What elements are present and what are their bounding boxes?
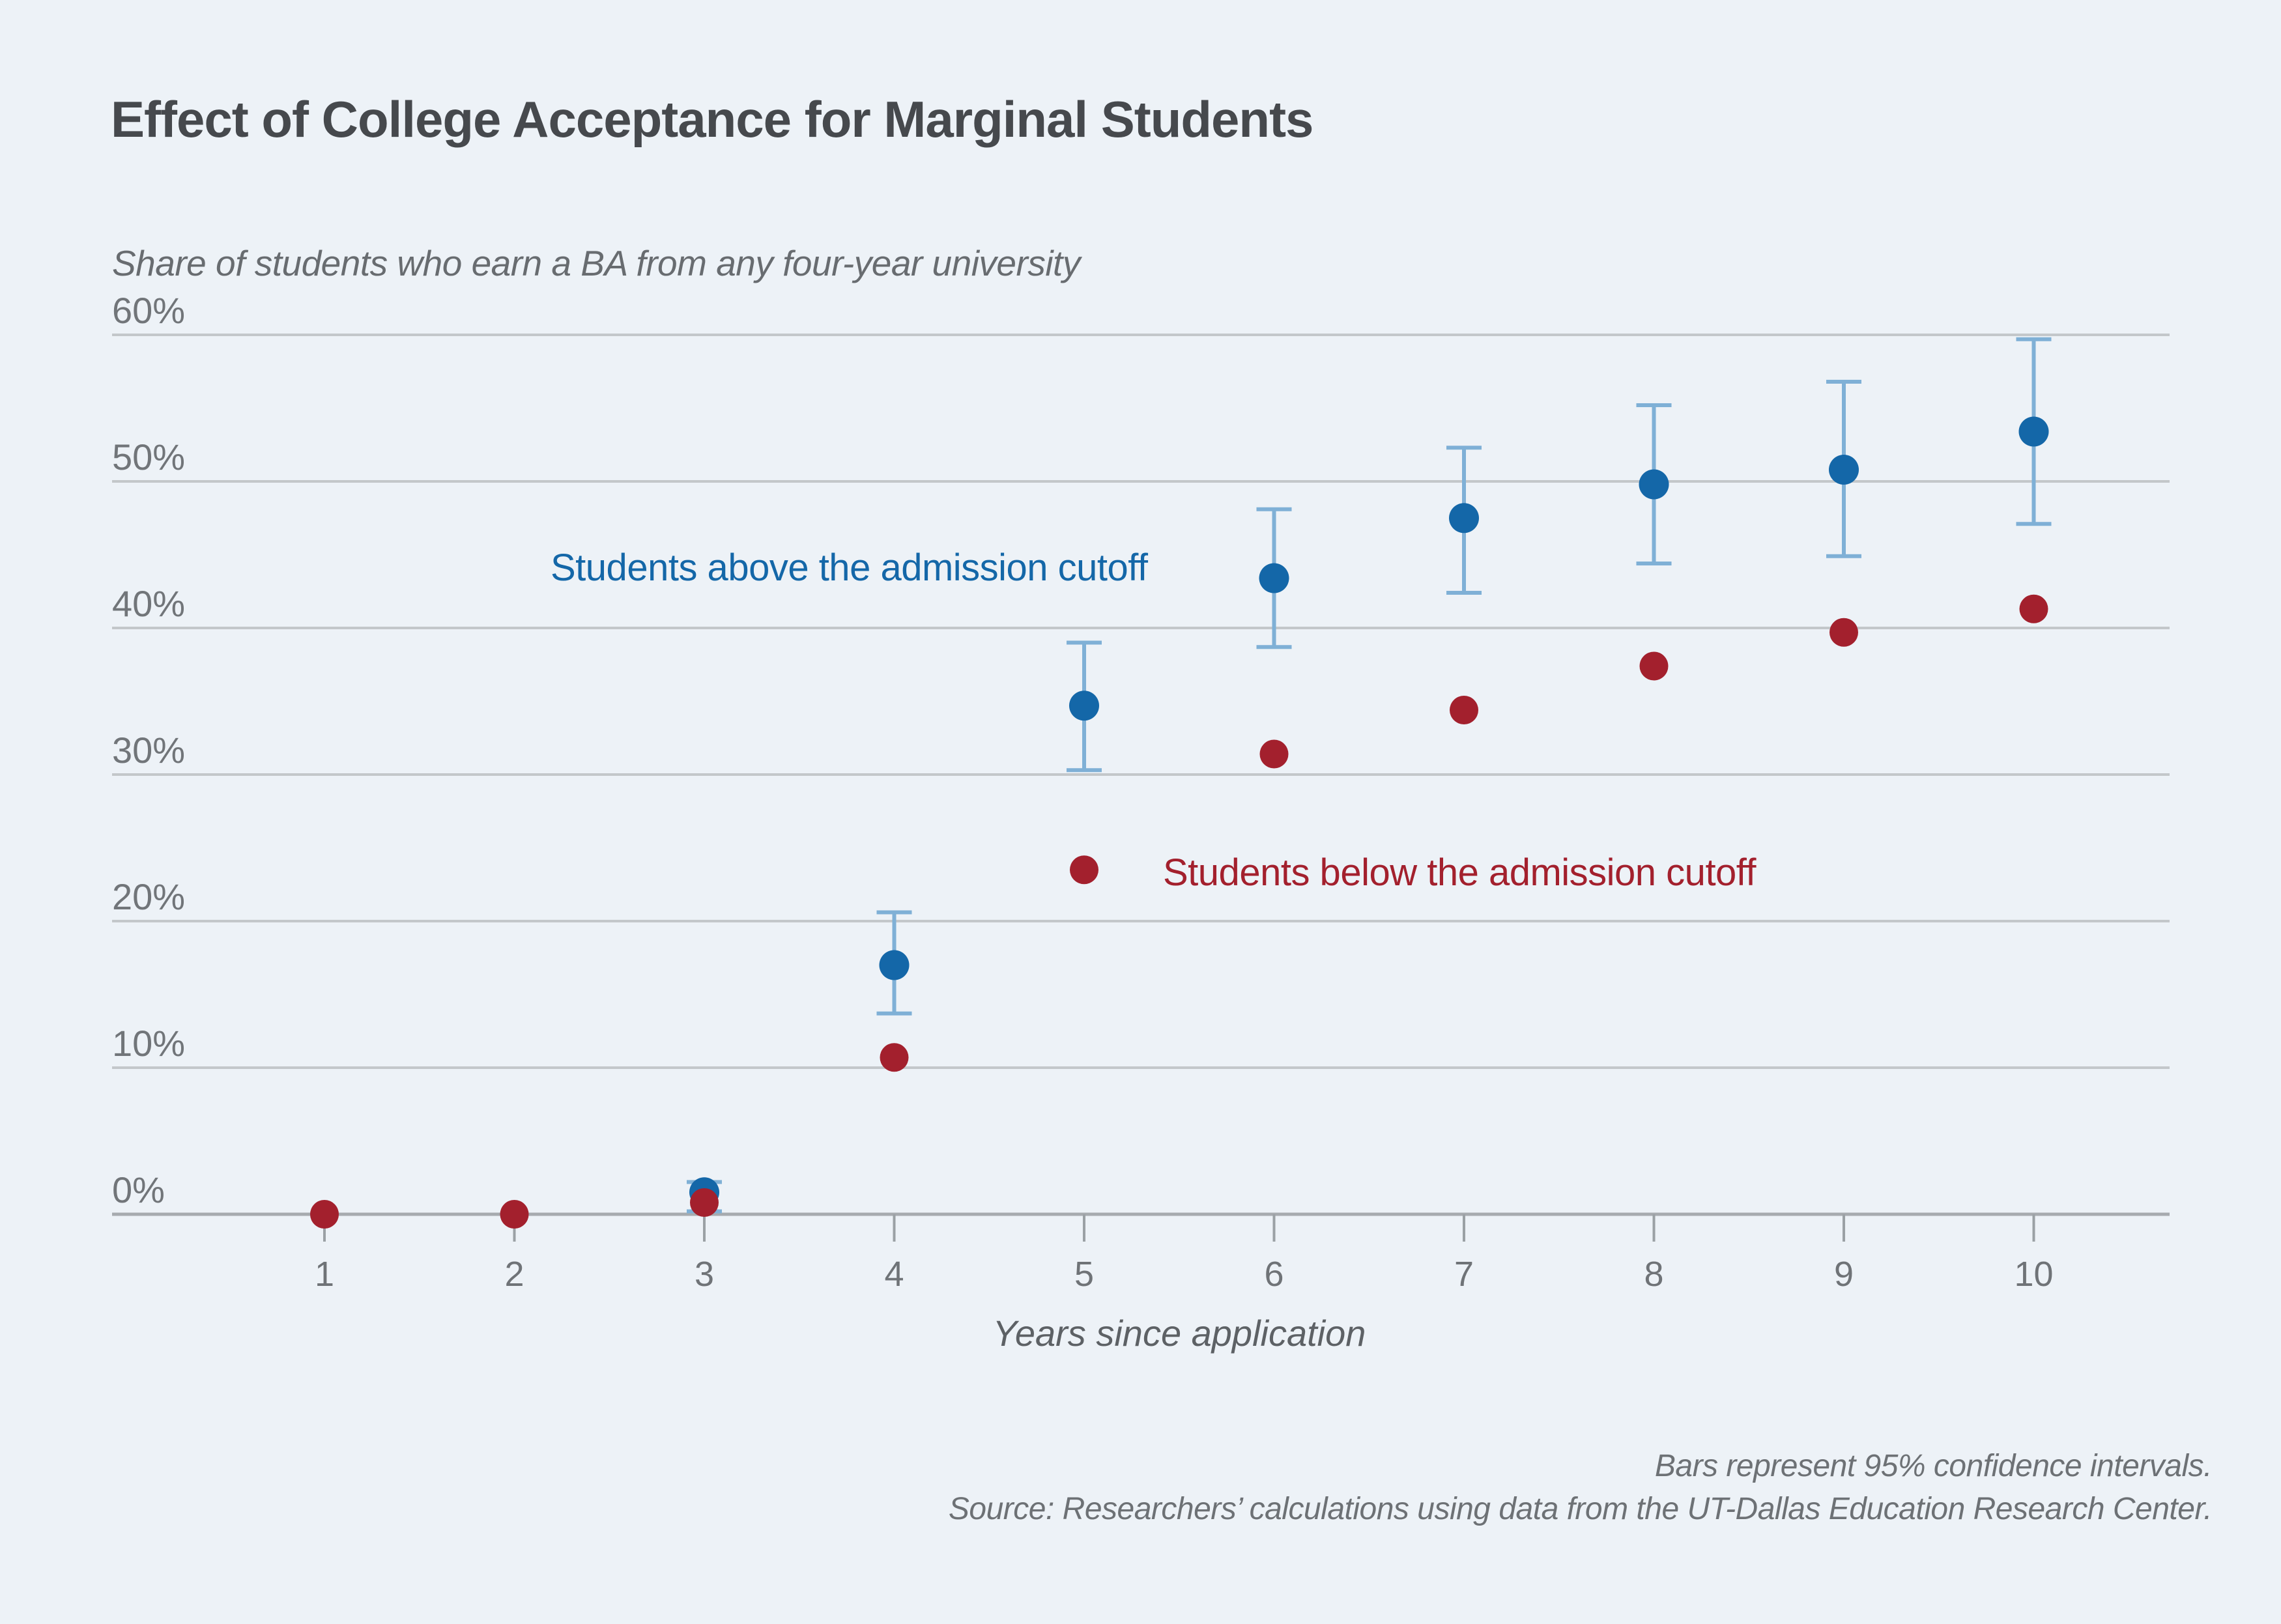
dot-below-year-4 (880, 1043, 909, 1072)
dot-below-year-2 (500, 1200, 529, 1229)
dot-below-year-9 (1829, 618, 1858, 647)
x-tick-label-year-10: 10 (2014, 1255, 2053, 1294)
footer-notes: Bars represent 95% confidence intervals.… (948, 1445, 2213, 1531)
chart-title: Effect of College Acceptance for Margina… (111, 91, 1313, 148)
x-tick-label-year-2: 2 (504, 1255, 524, 1294)
series-label-above-cutoff: Students above the admission cutoff (551, 547, 1148, 589)
y-tick-label-10%: 10% (112, 1023, 185, 1064)
footer-source-note: Source: Researchers’ calculations using … (948, 1492, 2213, 1526)
y-tick-label-0%: 0% (112, 1169, 165, 1210)
x-tick-label-year-6: 6 (1264, 1255, 1284, 1294)
y-axis-description: Share of students who earn a BA from any… (112, 243, 1080, 283)
footer-ci-note: Bars represent 95% confidence intervals. (1654, 1449, 2213, 1483)
y-tick-label-40%: 40% (112, 583, 185, 624)
dot-below-year-10 (2019, 594, 2048, 623)
x-axis-title: Years since application (992, 1313, 1366, 1354)
dot-above-year-4 (879, 950, 910, 980)
x-tick-label-year-8: 8 (1644, 1255, 1663, 1294)
dot-above-year-10 (2018, 416, 2049, 447)
dot-above-year-5 (1069, 691, 1099, 721)
dot-above-year-9 (1829, 455, 1859, 485)
dot-below-year-3 (690, 1188, 719, 1217)
x-tick-label-year-4: 4 (884, 1255, 904, 1294)
dot-below-year-7 (1450, 696, 1478, 724)
y-tick-label-50%: 50% (112, 436, 185, 477)
x-tick-label-year-5: 5 (1074, 1255, 1094, 1294)
dot-below-year-1 (310, 1200, 339, 1229)
dot-above-year-8 (1639, 469, 1669, 500)
x-tick-label-year-7: 7 (1454, 1255, 1474, 1294)
y-tick-label-30%: 30% (112, 730, 185, 771)
x-tick-label-year-3: 3 (695, 1255, 714, 1294)
series-label-below-cutoff: Students below the admission cutoff (1163, 851, 1757, 894)
dot-above-year-6 (1259, 563, 1289, 593)
x-tick-label-year-9: 9 (1834, 1255, 1854, 1294)
y-tick-label-20%: 20% (112, 876, 185, 917)
dot-below-year-6 (1259, 739, 1289, 769)
x-tick-label-year-1: 1 (315, 1255, 334, 1294)
y-tick-label-60%: 60% (112, 290, 185, 331)
dot-below-year-5 (1070, 855, 1098, 885)
dot-below-year-8 (1639, 651, 1669, 681)
dot-above-year-7 (1449, 503, 1479, 534)
